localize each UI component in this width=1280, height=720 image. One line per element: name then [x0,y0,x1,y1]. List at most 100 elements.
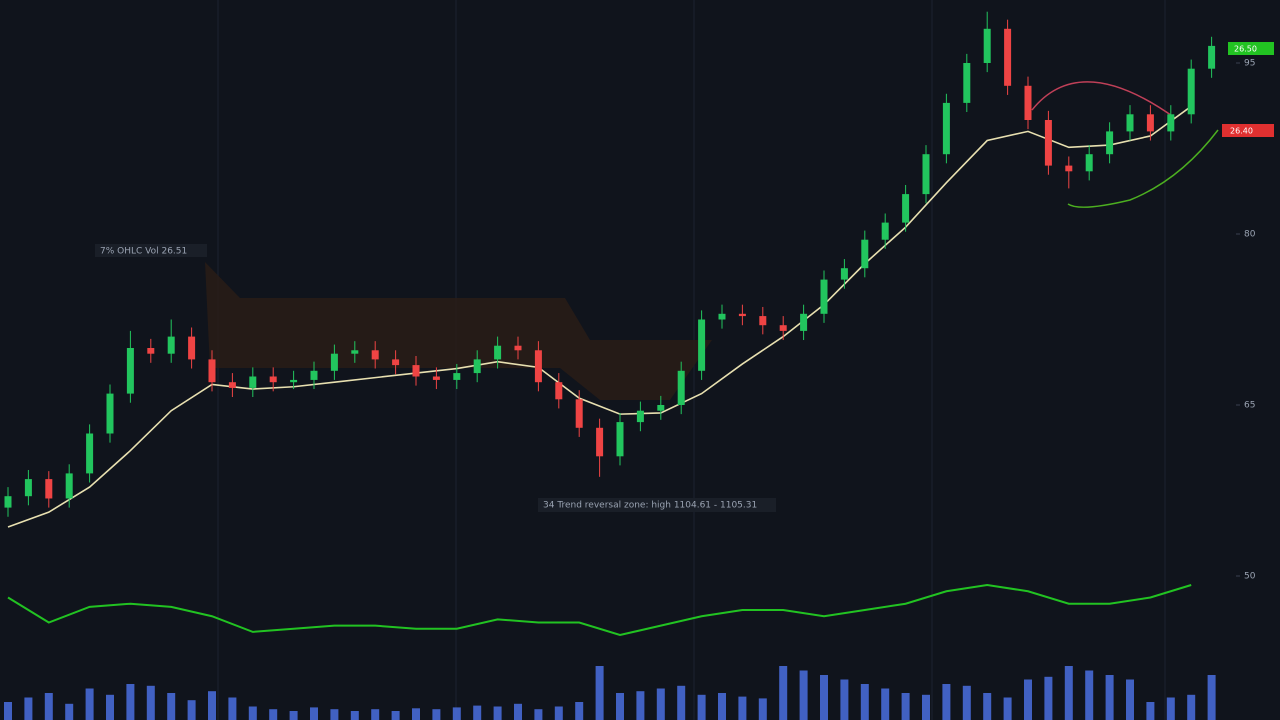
annotation-box [95,244,207,257]
candle-body [269,376,277,383]
volume-bar [330,709,339,720]
volume-bar [24,697,33,720]
volume-bar [820,675,828,720]
volume-bar [677,685,686,720]
candle-body [657,405,665,411]
volume-bar [942,684,951,720]
candle-body [290,379,298,383]
indicator-line [7,583,1192,637]
candle-body [24,479,32,497]
arc-bottom [1067,129,1219,208]
candle-body [188,336,196,360]
volume-bar [738,696,747,720]
volume-bar [1126,679,1134,720]
candle-body [1044,120,1052,166]
candle-body [1085,154,1093,172]
candle-body [738,313,746,317]
volume-bar [799,670,808,720]
candle-body [902,194,910,223]
volume-bar [697,694,706,720]
volume-bar [534,709,543,720]
volume-bar [575,702,584,720]
candle-body [534,350,542,383]
volume-bar [1146,702,1155,720]
candle-body [167,336,175,354]
annotation: 34 Trend reversal zone: high 1104.61 - 1… [543,501,757,511]
candle-body [1208,45,1216,69]
volume-bar [1064,666,1073,720]
arc-top [1031,81,1176,119]
annotation: 7% OHLC Vol 26.51 [100,247,187,257]
volume-bar [1207,675,1216,720]
volume-bar [493,706,502,720]
candle-body [677,370,685,405]
candle-body [208,359,216,383]
volume-bar [85,688,94,720]
volume-bar [1085,670,1094,720]
volume-bar [350,711,359,720]
candle-body [351,350,359,354]
volume-bar [371,709,380,720]
candle-body [514,345,522,351]
candle-body [86,433,94,474]
volume-bar [514,703,522,720]
candle-body [45,479,53,499]
candle-body [126,348,134,394]
candle-body [65,473,73,499]
candle-body [596,427,604,457]
price-tag: 26.40 [1230,127,1253,136]
candle-body [1024,85,1032,120]
volume-bar [962,685,971,720]
price-tag: 26.50 [1234,45,1257,54]
volume-bar [554,706,563,720]
candle-body [983,28,991,63]
volume-bar [269,709,278,720]
candle-body [922,154,930,195]
volume-bar [860,684,869,720]
volume-bar [126,684,135,720]
candle-body [840,268,848,280]
candle-body [718,313,726,320]
candle-body [942,102,950,155]
candle-body [800,313,808,331]
volume-bar [1166,697,1175,720]
volume-bar [1187,694,1196,720]
candle-body [698,319,706,371]
volume-bar [922,694,930,720]
candle-body [636,410,644,423]
candle-body [453,373,461,380]
volume-bar [228,697,237,720]
candle-body [820,279,828,314]
candle-body [1167,114,1175,132]
candle-body [616,422,624,457]
volume-bar [616,693,624,720]
candle-body [1126,114,1134,132]
candle-body [330,353,338,371]
candle-body [575,399,583,428]
ma-line [7,105,1192,528]
y-tick-label: 80 [1244,230,1256,240]
candle-body [432,376,440,380]
volume-bar [106,694,114,720]
volume-bar [208,691,216,720]
volume-bar [1044,676,1053,720]
volume-bar [432,709,441,720]
candle-body [106,393,114,434]
candle-body [963,63,971,103]
candle-body [249,376,257,388]
volume-bar [146,685,155,720]
candle-body [228,382,236,388]
volume-bar [840,679,849,720]
candle-body [310,370,318,380]
volume-bar [1024,679,1032,720]
candle-body [392,359,400,366]
candle-body [779,325,787,331]
volume-bar [248,706,257,720]
candle-body [759,316,767,326]
y-tick-label: 65 [1244,401,1255,411]
candle-body [494,345,502,360]
volume-bar [44,693,53,720]
price-tag-bg [1228,42,1274,55]
y-tick-label: 50 [1244,572,1256,582]
